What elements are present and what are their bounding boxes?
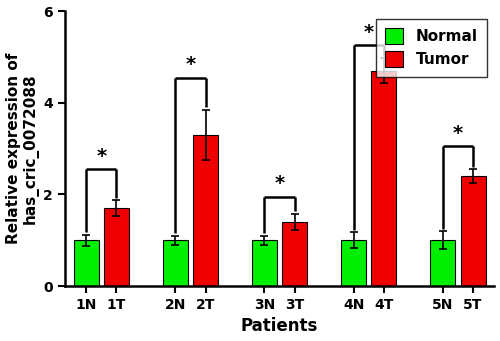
X-axis label: Patients: Patients [241, 317, 318, 336]
Text: *: * [274, 175, 284, 193]
Text: *: * [186, 55, 196, 74]
Bar [430, 240, 455, 286]
Y-axis label: Relative expression of
has_cric_0072088: Relative expression of has_cric_0072088 [6, 53, 39, 244]
Bar [372, 71, 396, 286]
Bar [282, 222, 307, 286]
Bar [163, 240, 188, 286]
Bar [252, 240, 277, 286]
Legend: Normal, Tumor: Normal, Tumor [376, 19, 487, 77]
Text: *: * [453, 124, 463, 143]
Bar [341, 240, 366, 286]
Text: *: * [364, 23, 374, 42]
Bar [104, 208, 129, 286]
Bar [193, 135, 218, 286]
Bar [74, 240, 98, 286]
Bar [460, 176, 485, 286]
Text: *: * [96, 147, 106, 166]
